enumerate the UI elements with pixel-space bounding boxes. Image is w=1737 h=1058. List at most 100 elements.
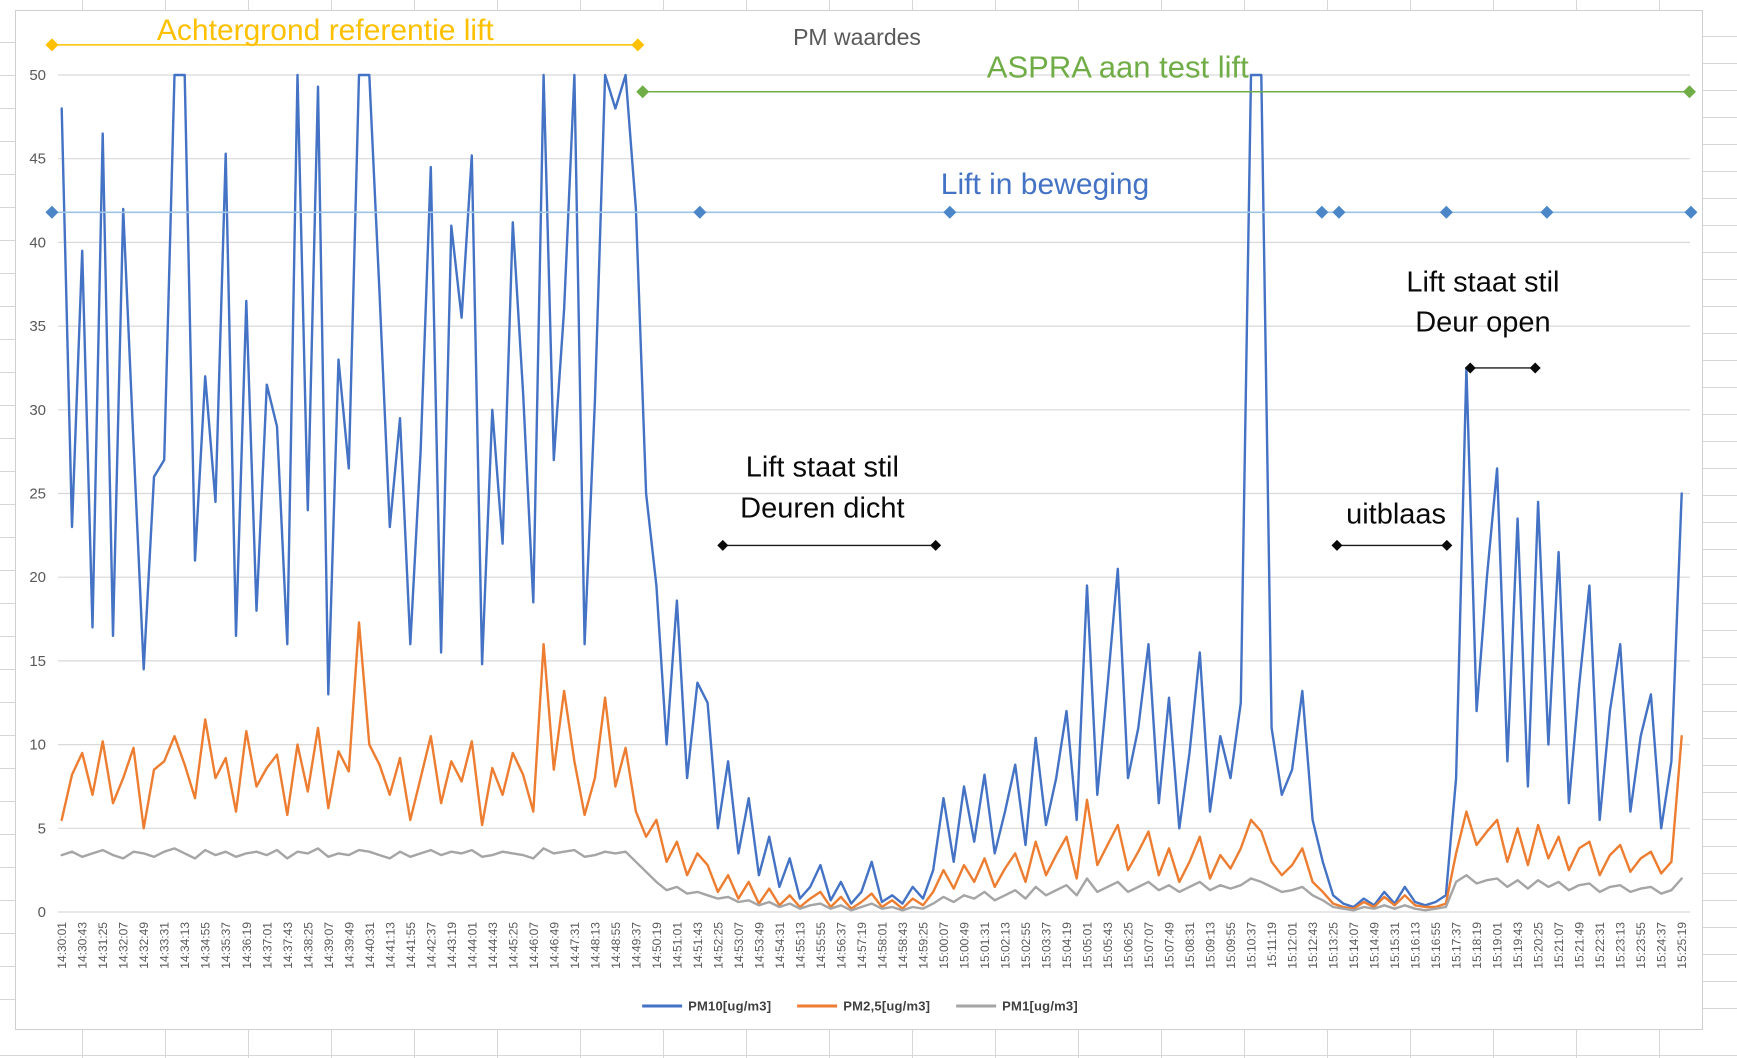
pm10-line-swatch	[642, 1004, 683, 1008]
sheet-cells-bottom	[0, 1030, 1737, 1058]
still-closed-diamond-endpoint	[930, 539, 942, 551]
x-axis-tick-label: 14:30:01	[55, 922, 69, 969]
moving-diamond-marker	[1540, 205, 1554, 219]
pm1-line-swatch	[956, 1004, 997, 1008]
x-axis-tick-label: 14:30:43	[76, 922, 90, 969]
background-diamond-marker	[631, 38, 645, 52]
x-axis-tick-label: 14:44:01	[465, 922, 479, 969]
still-open-diamond-endpoint	[1529, 362, 1541, 374]
x-axis-tick-label: 14:52:25	[711, 922, 725, 969]
moving-diamond-marker	[943, 205, 957, 219]
x-axis-tick-label: 15:15:31	[1388, 922, 1402, 969]
x-axis-tick-label: 15:12:01	[1286, 922, 1300, 969]
x-axis-tick-label: 15:14:07	[1347, 922, 1361, 969]
x-axis-tick-label: 15:01:31	[978, 922, 992, 969]
moving-diamond-marker	[693, 205, 707, 219]
moving-diamond-marker	[1315, 205, 1329, 219]
x-axis-tick-label: 15:00:49	[957, 922, 971, 969]
x-axis-tick-label: 15:05:01	[1081, 922, 1095, 969]
x-axis-tick-label: 14:46:49	[547, 922, 561, 969]
y-axis-tick-label: 40	[29, 234, 46, 251]
x-axis-tick-label: 14:49:37	[629, 922, 643, 969]
y-axis-tick-label: 25	[29, 486, 46, 503]
x-axis-tick-label: 14:55:13	[793, 922, 807, 969]
y-axis-tick-label: 20	[29, 569, 46, 586]
annotation-lift-staat-stil-deur-open[interactable]: Lift staat stil Deur open	[1406, 262, 1559, 343]
x-axis-tick-label: 14:32:49	[137, 922, 151, 969]
annotation-line-1: Lift staat stil	[745, 451, 899, 484]
x-axis-tick-label: 15:25:19	[1675, 922, 1689, 969]
x-axis-tick-label: 14:51:43	[691, 922, 705, 969]
x-axis-tick-label: 14:39:49	[342, 922, 356, 969]
y-axis-tick-label: 15	[29, 653, 46, 670]
still-open-diamond-endpoint	[1464, 362, 1476, 374]
x-axis-tick-label: 14:41:55	[404, 922, 418, 969]
x-axis-tick-label: 15:24:37	[1655, 922, 1669, 969]
x-axis-tick-label: 14:56:37	[834, 922, 848, 969]
x-axis-tick-label: 14:41:13	[383, 922, 397, 969]
x-axis-tick-label: 15:18:19	[1470, 922, 1484, 969]
x-axis-tick-label: 15:19:01	[1491, 922, 1505, 969]
sheet-row-divider	[0, 1055, 1737, 1056]
uitblaas-diamond-endpoint	[1441, 539, 1453, 551]
x-axis-tick-label: 15:08:31	[1183, 922, 1197, 969]
y-axis-tick-label: 10	[29, 737, 46, 754]
chart-title: PM waardes	[793, 23, 921, 50]
x-axis-tick-label: 15:03:37	[1039, 922, 1053, 969]
x-axis-tick-label: 14:46:07	[527, 922, 541, 969]
moving-diamond-marker	[1439, 205, 1453, 219]
legend-item-pm1[interactable]: PM1[ug/m3]	[956, 999, 1078, 1014]
annotation-line-2: Deur open	[1415, 306, 1551, 339]
y-axis-tick-label: 5	[38, 820, 46, 837]
series-line-pm1ugm3	[60, 847, 1683, 912]
x-axis-tick-label: 15:14:49	[1368, 922, 1382, 969]
annotation-lift-in-beweging[interactable]: Lift in beweging	[940, 168, 1150, 202]
x-axis-tick-label: 15:00:07	[937, 922, 951, 969]
moving-diamond-marker	[1684, 205, 1698, 219]
uitblaas-diamond-endpoint	[1331, 539, 1343, 551]
x-axis-tick-label: 14:40:31	[363, 922, 377, 969]
chart-legend[interactable]: PM10[ug/m3] PM2,5[ug/m3] PM1[ug/m3]	[642, 999, 1078, 1014]
x-axis-tick-label: 14:43:19	[445, 922, 459, 969]
annotation-uitblaas[interactable]: uitblaas	[1346, 495, 1446, 536]
y-axis-tick-label: 0	[38, 904, 46, 921]
x-axis-tick-label: 15:07:49	[1163, 922, 1177, 969]
x-axis-tick-label: 15:13:25	[1327, 922, 1341, 969]
legend-item-pm25[interactable]: PM2,5[ug/m3]	[797, 999, 930, 1014]
x-axis-tick-label: 14:58:01	[875, 922, 889, 969]
x-axis-tick-label: 15:02:13	[998, 922, 1012, 969]
aspra-diamond-marker	[1682, 85, 1696, 99]
x-axis-tick-label: 14:58:43	[896, 922, 910, 969]
still-closed-diamond-endpoint	[717, 539, 729, 551]
x-axis-tick-label: 14:45:25	[506, 922, 520, 969]
x-axis-tick-label: 15:05:43	[1101, 922, 1115, 969]
annotation-achtergrond-referentie-lift[interactable]: Achtergrond referentie lift	[156, 14, 494, 48]
y-axis-tick-label: 35	[29, 318, 46, 335]
x-axis-tick-label: 15:09:13	[1204, 922, 1218, 969]
annotation-lift-staat-stil-deuren-dicht[interactable]: Lift staat stil Deuren dicht	[740, 448, 904, 529]
legend-label-pm25: PM2,5[ug/m3]	[843, 998, 931, 1014]
annotation-aspra-aan-test-lift[interactable]: ASPRA aan test lift	[986, 48, 1249, 84]
x-axis-tick-label: 14:57:19	[855, 922, 869, 969]
y-axis-tick-label: 50	[29, 67, 46, 84]
x-axis-tick-label: 14:38:25	[301, 922, 315, 969]
annotation-line-1: uitblaas	[1346, 498, 1447, 531]
x-axis-tick-label: 14:44:43	[486, 922, 500, 969]
x-axis-tick-label: 15:06:25	[1122, 922, 1136, 969]
sheet-cells-left	[0, 10, 15, 1030]
x-axis-tick-label: 14:32:07	[117, 922, 131, 969]
x-axis-tick-label: 15:22:31	[1593, 922, 1607, 969]
legend-item-pm10[interactable]: PM10[ug/m3]	[642, 999, 771, 1014]
x-axis-tick-label: 14:53:49	[752, 922, 766, 969]
x-axis-tick-label: 14:42:37	[424, 922, 438, 969]
x-axis-tick-label: 15:16:55	[1429, 922, 1443, 969]
x-axis-tick-label: 15:19:43	[1511, 922, 1525, 969]
legend-label-pm10: PM10[ug/m3]	[688, 998, 772, 1014]
moving-diamond-marker	[45, 205, 59, 219]
x-axis-tick-label: 14:33:31	[158, 922, 172, 969]
x-axis-tick-label: 14:31:25	[96, 922, 110, 969]
x-axis-tick-label: 15:21:49	[1573, 922, 1587, 969]
sheet-cells-right	[1703, 10, 1737, 1030]
x-axis-tick-label: 14:34:13	[178, 922, 192, 969]
